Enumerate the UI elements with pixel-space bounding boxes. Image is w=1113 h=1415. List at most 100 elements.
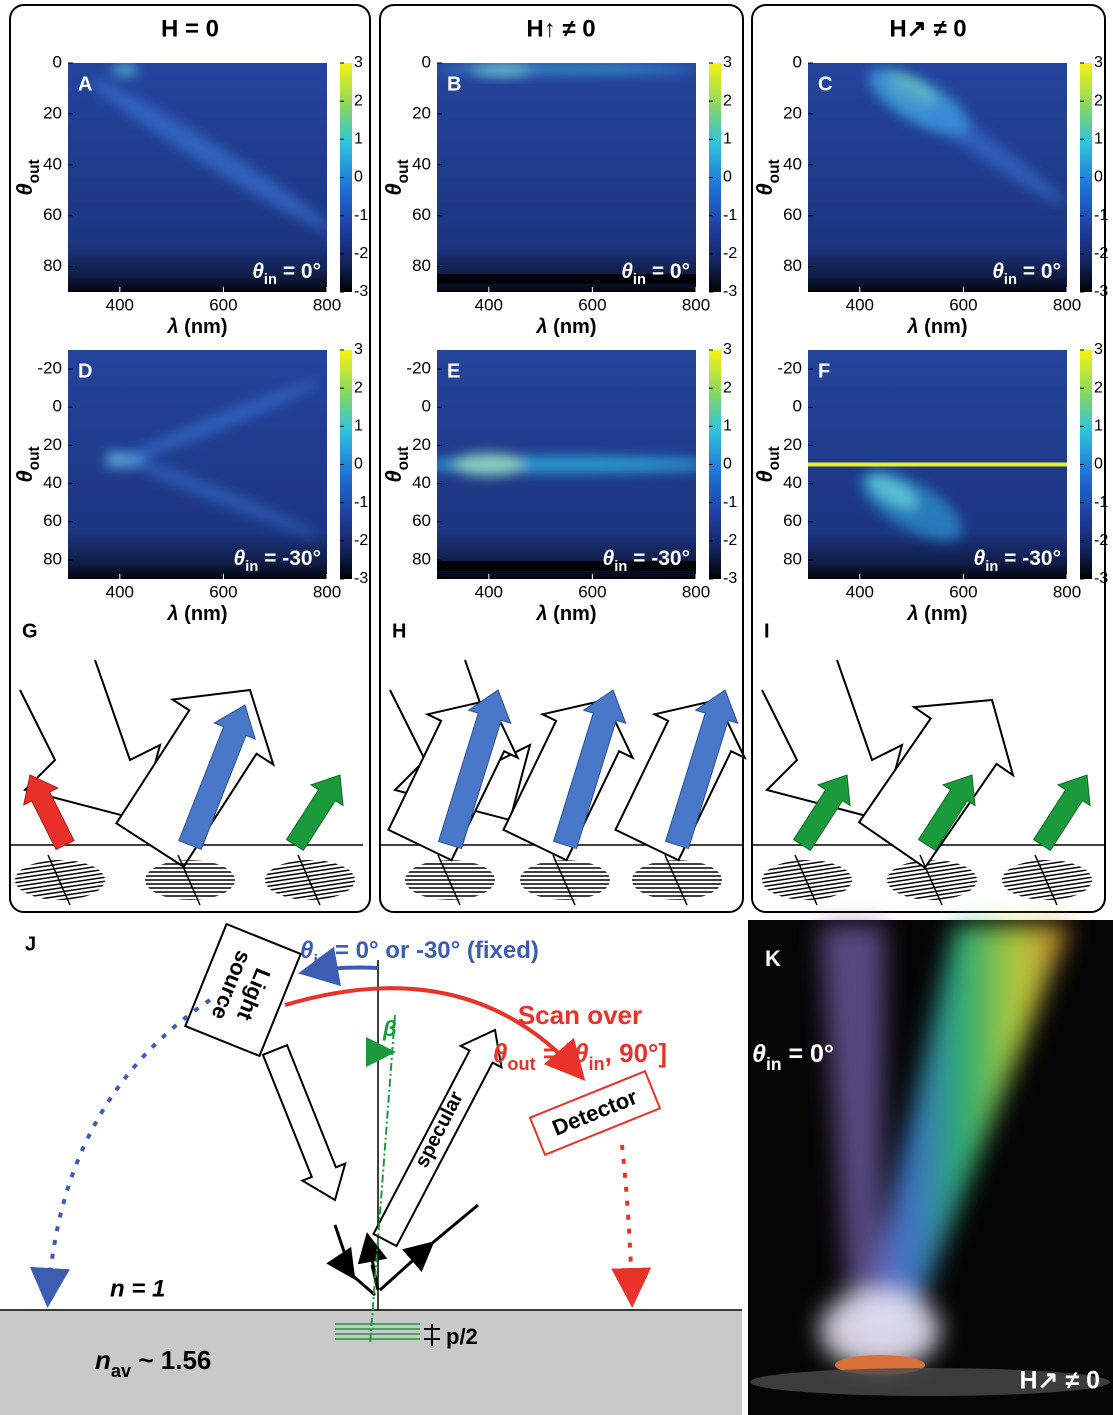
grating-line	[747, 887, 867, 905]
heatmap-image	[437, 63, 696, 292]
grating-line	[987, 887, 1107, 905]
text-part: λ	[906, 603, 918, 625]
y-tick-label: 20	[43, 103, 62, 122]
text-part: λ	[535, 316, 547, 338]
text-part: ~ 1.56	[131, 1345, 211, 1375]
grating-line	[872, 891, 992, 909]
colorbar-tick-label: -3	[354, 283, 368, 300]
colorbar-tick-label: -3	[354, 570, 368, 587]
x-tick-label: 400	[106, 582, 134, 601]
text-part: θ	[12, 183, 37, 195]
panel-label: J	[25, 933, 36, 955]
colorbar-tick-label: 2	[723, 92, 732, 109]
colorbar-tick-label: -3	[723, 570, 737, 587]
y-tick-label: 0	[53, 397, 62, 416]
grating	[0, 847, 120, 913]
x-tick-label: 600	[578, 295, 606, 314]
medium-label: n = 1	[110, 1275, 165, 1302]
y-tick-label: 0	[793, 397, 802, 416]
text-part: n	[95, 1345, 111, 1375]
grating-line	[987, 847, 1107, 865]
text-part: out	[507, 1054, 535, 1074]
text-part: θ	[574, 1038, 589, 1068]
text-part: in	[588, 1054, 604, 1074]
colorbar-tick-label: 2	[354, 379, 363, 396]
grating-line	[987, 851, 1107, 869]
text-part: (nm)	[548, 316, 597, 338]
grating-line	[0, 891, 120, 909]
y-tick-label: -20	[37, 359, 62, 378]
text-part: in	[264, 272, 277, 288]
y-axis-label: θout	[752, 159, 783, 195]
text-part: in	[1004, 272, 1017, 288]
colorbar-tick-label: 3	[354, 54, 363, 71]
arrow	[263, 1045, 345, 1200]
x-tick-label: 800	[682, 295, 710, 314]
colorbar-tick-label: 2	[354, 92, 363, 109]
y-axis-label: θout	[752, 446, 783, 482]
y-tick-label: -20	[406, 359, 431, 378]
y-tick-label: 80	[412, 256, 431, 275]
y-tick-label: 40	[412, 473, 431, 492]
grating	[390, 856, 510, 904]
text-part: in	[985, 559, 998, 575]
y-tick-label: 40	[43, 473, 62, 492]
text-part: = 0°	[782, 1040, 834, 1068]
grating-line	[872, 895, 992, 913]
text-part: out	[766, 446, 783, 470]
text-part: θ	[992, 260, 1004, 283]
text-part: (nm)	[919, 316, 968, 338]
pitch-label: p/2	[446, 1324, 478, 1349]
colorbar-tick-label: -3	[1094, 283, 1108, 300]
x-axis-label: λ (nm)	[906, 603, 967, 625]
y-tick-label: 40	[783, 473, 802, 492]
y-axis-label: θout	[381, 159, 412, 195]
grating-line	[987, 891, 1107, 909]
grating-line	[250, 891, 370, 909]
text-part: θ	[752, 183, 777, 195]
grating-line	[872, 887, 992, 905]
text-part: in	[766, 1054, 782, 1074]
text-part: θ	[381, 183, 406, 195]
colorbar-tick-label: -1	[1094, 494, 1108, 511]
x-tick-label: 800	[1053, 582, 1081, 601]
panel-label: I	[764, 620, 770, 642]
y-tick-label: 20	[43, 435, 62, 454]
panel-label: A	[78, 73, 92, 95]
refracted-ray	[368, 1238, 378, 1290]
text-part: av	[111, 1361, 132, 1381]
grating-line	[747, 895, 867, 913]
x-tick-label: 600	[209, 295, 237, 314]
y-tick-label: 80	[43, 256, 62, 275]
colorbar-tick-label: -1	[723, 207, 737, 224]
colorbar-tick-label: 1	[723, 131, 732, 148]
grating-line	[747, 847, 867, 865]
x-tick-label: 400	[846, 295, 874, 314]
x-axis-label: λ (nm)	[535, 316, 596, 338]
grating-line	[0, 855, 120, 873]
colorbar-tick-label: 2	[1094, 379, 1103, 396]
angle-label: θin = 0° or -30° (fixed)	[300, 937, 539, 970]
text-part: λ	[906, 316, 918, 338]
panel-label: K	[765, 946, 781, 971]
y-tick-label: 80	[783, 256, 802, 275]
x-axis-label: λ (nm)	[906, 316, 967, 338]
colorbar-tick-label: 1	[723, 418, 732, 435]
heatmap-image	[411, 350, 722, 579]
colorbar-tick-label: 1	[1094, 418, 1103, 435]
y-tick-label: 60	[412, 205, 431, 224]
text-part: θ	[300, 937, 313, 964]
text-part: (nm)	[179, 603, 228, 625]
text-part: out	[766, 159, 783, 183]
heatmap-bg	[437, 63, 696, 292]
figure: H = 0H↑ ≠ 0H↗ ≠ 0020406080400600800λ (nm…	[0, 0, 1113, 1415]
x-tick-label: 600	[949, 582, 977, 601]
colorbar-tick-label: 3	[723, 341, 732, 358]
heatmap-bg	[68, 350, 327, 579]
grating	[505, 856, 625, 904]
text-part: = 0° or -30° (fixed)	[328, 937, 539, 964]
text-part: in	[614, 559, 627, 575]
text-part: θ	[752, 470, 777, 482]
heatmap-feature	[471, 63, 533, 77]
grating-line	[250, 847, 370, 865]
